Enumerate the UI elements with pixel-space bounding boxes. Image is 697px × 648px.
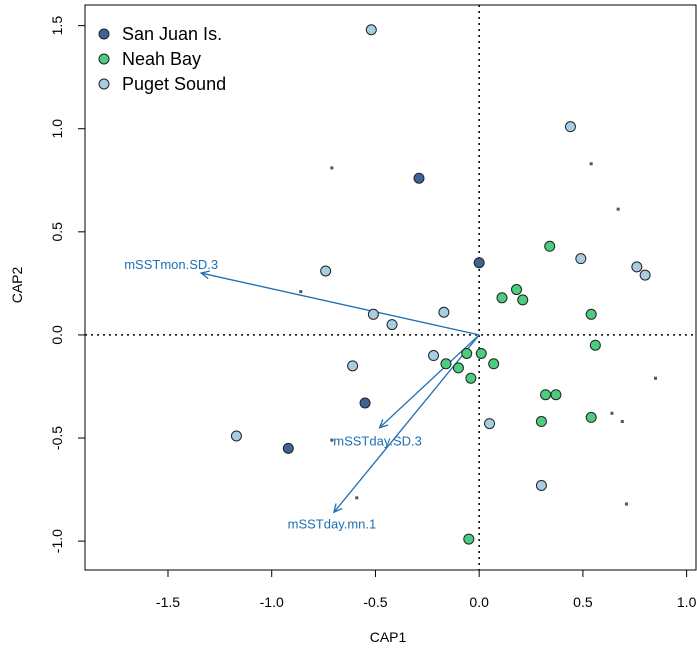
legend-marker <box>98 78 110 90</box>
environmental-vectors: mSSTmon.SD.3 mSSTday.SD.3 mSSTday.mn.1 <box>124 257 480 531</box>
y-tick-label: -1.0 <box>49 529 65 553</box>
site-point <box>386 319 398 331</box>
site-point <box>511 284 523 296</box>
y-axis-title: CAP2 <box>9 267 25 304</box>
site-point <box>484 418 496 430</box>
x-axis-ticks: -1.5 -1.0 -0.5 0.0 0.5 1.0 <box>156 570 697 610</box>
site-point <box>473 257 485 269</box>
vector-arrowhead <box>333 503 343 514</box>
site-point <box>282 442 294 454</box>
plot-frame <box>84 4 697 571</box>
site-points <box>230 24 651 545</box>
species-points <box>299 162 658 506</box>
site-point <box>465 372 477 384</box>
site-point <box>540 389 552 401</box>
reference-lines <box>85 5 697 570</box>
site-point <box>564 121 576 133</box>
vector-arrow <box>201 272 480 336</box>
site-point <box>475 347 487 359</box>
legend: San Juan Is. Neah Bay Puget Sound <box>98 24 226 94</box>
site-point <box>440 358 452 370</box>
species-point <box>654 376 658 380</box>
x-tick-label: -1.0 <box>260 594 284 610</box>
x-tick-label: -0.5 <box>363 594 387 610</box>
y-tick-label: 0.0 <box>49 325 65 345</box>
species-point <box>299 290 303 294</box>
legend-marker <box>98 53 110 65</box>
site-point <box>631 261 643 273</box>
vector-label: mSSTmon.SD.3 <box>124 257 218 272</box>
legend-marker <box>98 28 110 40</box>
legend-label: Puget Sound <box>122 74 226 94</box>
site-point <box>365 24 377 36</box>
vector-label: mSSTday.SD.3 <box>333 434 422 449</box>
vector-label: mSSTday.mn.1 <box>288 516 377 531</box>
species-point <box>616 207 620 211</box>
site-point <box>461 347 473 359</box>
species-point <box>620 420 624 424</box>
site-point <box>230 430 242 442</box>
vector-arrowhead <box>199 270 211 280</box>
x-tick-label: 0.0 <box>469 594 489 610</box>
site-point <box>535 479 547 491</box>
site-point <box>517 294 529 306</box>
x-tick-label: -1.5 <box>156 594 180 610</box>
species-point <box>624 502 628 506</box>
site-point <box>488 358 500 370</box>
site-point <box>413 172 425 184</box>
vector-arrowhead <box>378 419 389 429</box>
site-point <box>320 265 332 277</box>
site-point <box>585 308 597 320</box>
site-point <box>544 240 556 252</box>
site-point <box>367 308 379 320</box>
site-point <box>535 416 547 428</box>
site-point <box>463 533 475 545</box>
y-tick-label: -0.5 <box>49 426 65 450</box>
site-point <box>639 269 651 281</box>
y-tick-label: 0.5 <box>49 222 65 242</box>
site-point <box>428 350 440 362</box>
species-point <box>610 411 614 415</box>
legend-label: San Juan Is. <box>122 24 222 44</box>
site-point <box>438 306 450 318</box>
site-point <box>550 389 562 401</box>
species-point <box>330 166 334 170</box>
species-point <box>355 496 359 500</box>
legend-label: Neah Bay <box>122 49 201 69</box>
y-axis-ticks: -1.0 -0.5 0.0 0.5 1.0 1.5 <box>49 16 85 553</box>
site-point <box>452 362 464 374</box>
site-point <box>589 339 601 351</box>
x-tick-label: 1.0 <box>677 594 697 610</box>
site-point <box>496 292 508 304</box>
y-tick-label: 1.0 <box>49 119 65 139</box>
site-point <box>575 253 587 265</box>
site-point <box>359 397 371 409</box>
x-axis-title: CAP1 <box>370 629 407 645</box>
species-point <box>330 438 334 442</box>
y-tick-label: 1.5 <box>49 16 65 36</box>
site-point <box>347 360 359 372</box>
species-point <box>589 162 593 166</box>
site-point <box>585 411 597 423</box>
x-tick-label: 0.5 <box>573 594 593 610</box>
